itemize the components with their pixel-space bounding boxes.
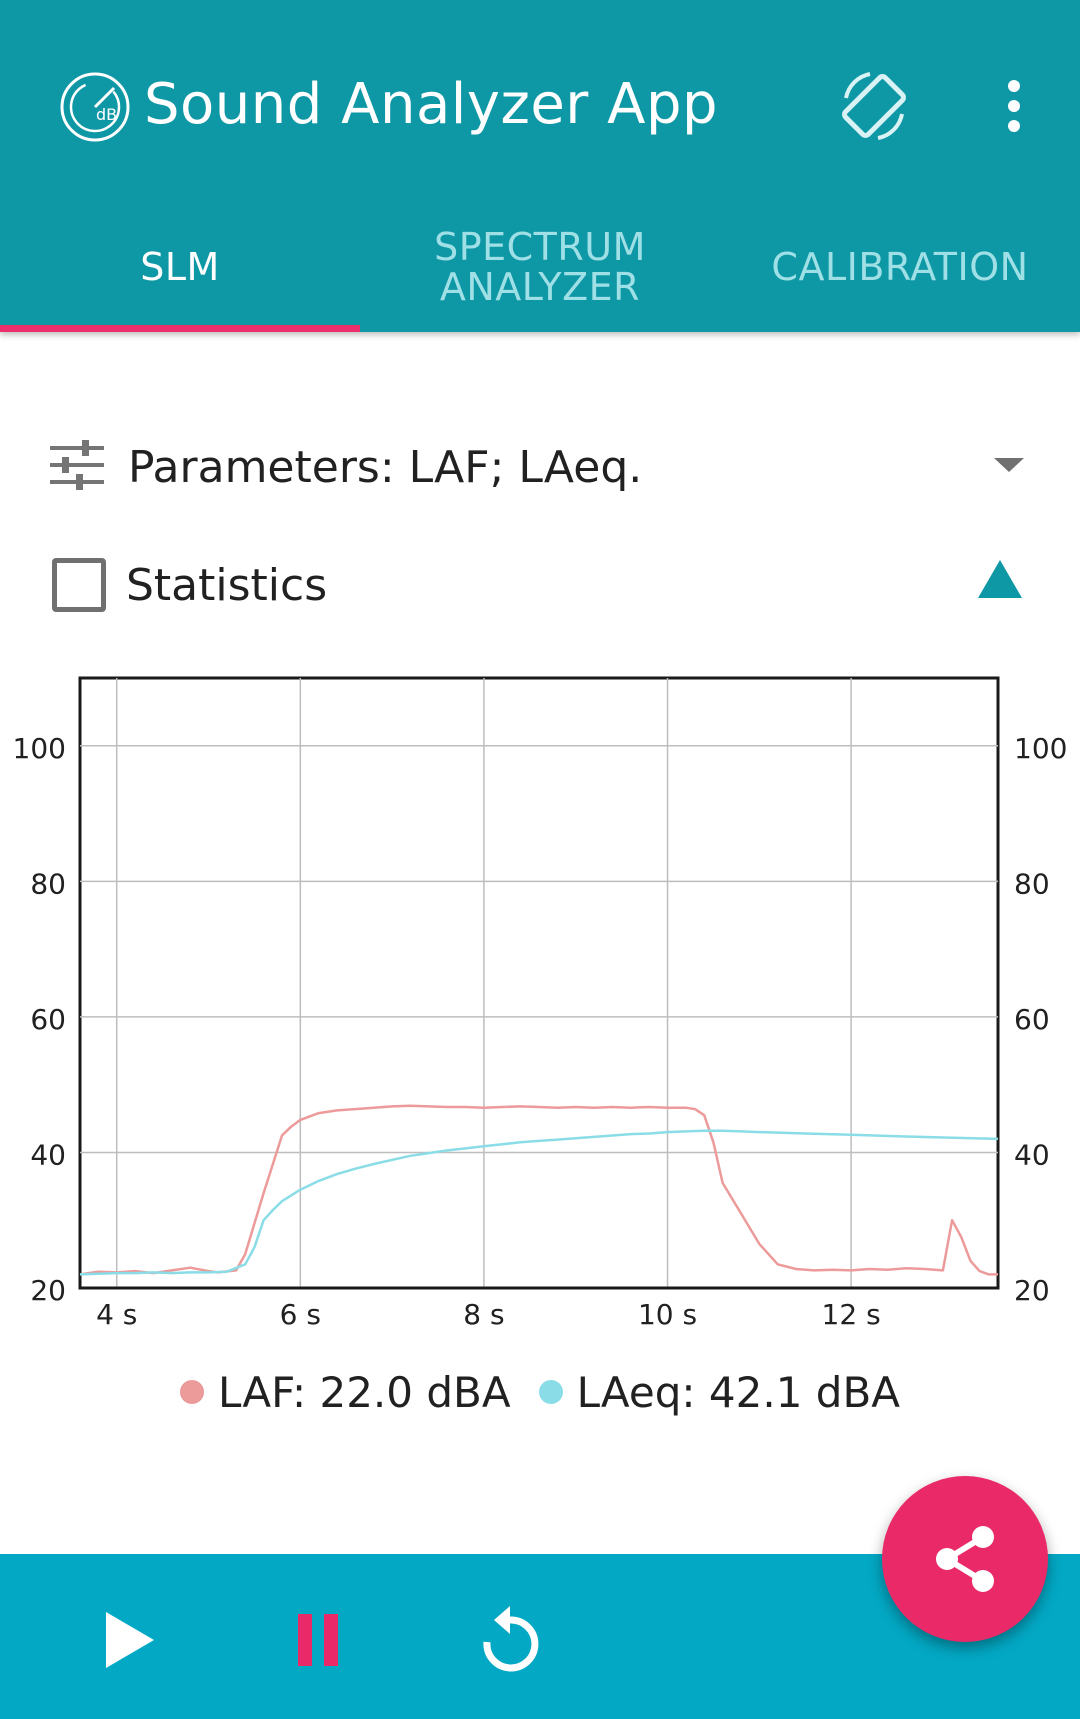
y-tick-label-right: 40: [1014, 1138, 1050, 1171]
plot-frame: [78, 676, 1000, 1290]
statistics-row: Statistics: [48, 554, 1038, 626]
legend-dot-laf: [179, 1380, 204, 1404]
y-tick-label-left: 40: [30, 1138, 66, 1171]
share-icon: [936, 1526, 994, 1592]
y-tick-label-left: 80: [30, 867, 66, 900]
app-bar: dB Sound Analyzer App SLM SPECTRUM ANALY…: [0, 0, 1080, 332]
tab-slm[interactable]: SLM: [0, 210, 360, 326]
db-meter-icon: dB: [60, 72, 130, 142]
y-tick-label-right: 100: [1014, 732, 1067, 765]
y-tick-label-right: 20: [1014, 1274, 1050, 1307]
tab-label: SLM: [140, 245, 220, 290]
x-tick-label: 10 s: [638, 1298, 697, 1331]
legend-item-laeq: LAeq: 42.1 dBA: [538, 1367, 900, 1417]
legend-item-laf: LAF: 22.0 dBA: [179, 1367, 511, 1417]
statistics-label: Statistics: [126, 560, 328, 611]
tune-icon: [50, 440, 104, 490]
parameters-label: Parameters: LAF; LAeq.: [128, 442, 643, 493]
x-tick-label: 4 s: [96, 1298, 137, 1331]
more-vert-icon[interactable]: [990, 74, 1038, 138]
dropdown-arrow-icon[interactable]: [994, 456, 1024, 474]
sound-level-chart: 20 20 40 40 60 60 80 80 100 100 4 s 6 s 8 s 10 s 12 s: [13, 676, 1067, 1331]
y-tick-label-left: 20: [30, 1274, 66, 1307]
series-line-laf: [79, 1104, 998, 1276]
legend-dot-laeq: [538, 1380, 563, 1404]
tab-spectrum-analyzer[interactable]: SPECTRUM ANALYZER: [360, 210, 720, 326]
legend-laeq-text: LAeq: 42.1 dBA: [576, 1367, 900, 1417]
play-icon[interactable]: [102, 1608, 158, 1672]
statistics-checkbox[interactable]: [52, 558, 106, 612]
legend-laf-text: LAF: 22.0 dBA: [217, 1367, 511, 1417]
collapse-arrow-icon[interactable]: [976, 558, 1024, 600]
y-tick-label-right: 80: [1014, 867, 1050, 900]
screen-rotation-icon[interactable]: [836, 68, 912, 144]
y-tick-label-right: 60: [1014, 1003, 1050, 1036]
y-tick-label-left: 100: [13, 732, 66, 765]
x-tick-label: 8 s: [463, 1298, 504, 1331]
parameters-selector[interactable]: Parameters: LAF; LAeq.: [48, 430, 1038, 502]
y-tick-label-left: 60: [30, 1003, 66, 1036]
chart-legend: LAF: 22.0 dBA LAeq: 42.1 dBA: [0, 1362, 1080, 1422]
active-tab-indicator: [0, 325, 360, 332]
x-tick-label: 6 s: [280, 1298, 321, 1331]
svg-text:dB: dB: [96, 105, 117, 124]
tab-label: SPECTRUM ANALYZER: [434, 225, 646, 309]
tab-bar: SLM SPECTRUM ANALYZER CALIBRATION: [0, 210, 1080, 332]
series-line-laeq: [79, 1129, 999, 1276]
replay-icon[interactable]: [478, 1604, 542, 1672]
pause-icon[interactable]: [292, 1610, 344, 1670]
app-title: Sound Analyzer App: [144, 72, 719, 137]
x-tick-label: 12 s: [822, 1298, 881, 1331]
tab-label: CALIBRATION: [771, 245, 1029, 290]
share-button[interactable]: [882, 1476, 1048, 1642]
tab-calibration[interactable]: CALIBRATION: [720, 210, 1080, 326]
